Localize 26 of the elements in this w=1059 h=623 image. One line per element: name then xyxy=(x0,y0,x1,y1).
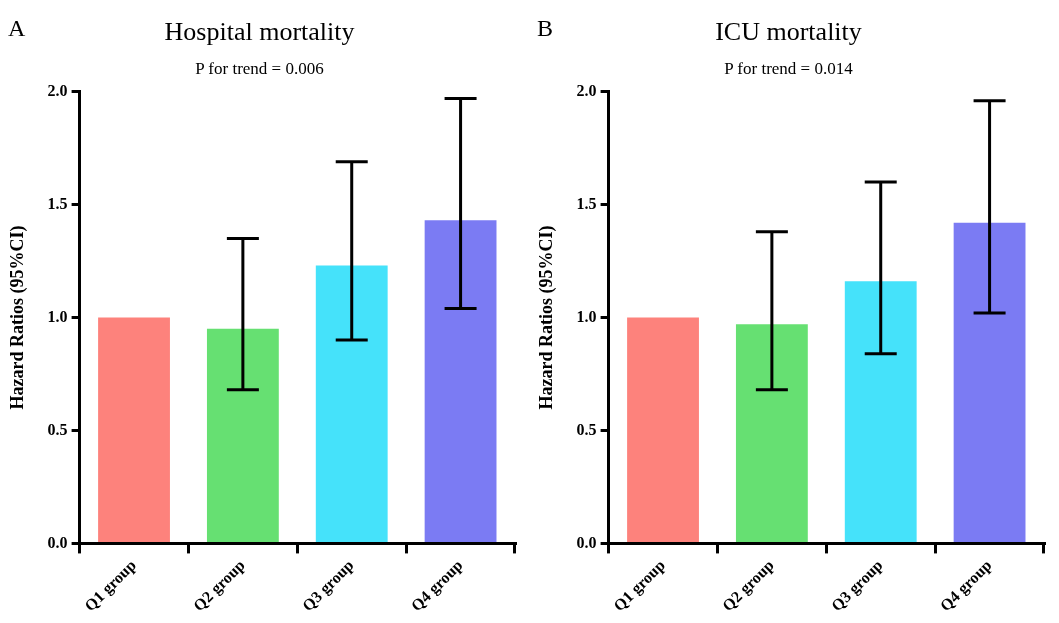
bar xyxy=(206,328,279,542)
y-tick-label: 0.0 xyxy=(47,533,68,551)
y-axis-title: Hazard Ratios (95%CI) xyxy=(7,225,29,410)
y-tick-label: 2.0 xyxy=(576,81,597,99)
text: A xyxy=(8,15,26,42)
bar xyxy=(424,220,497,542)
bar xyxy=(315,265,388,542)
bar xyxy=(844,281,917,542)
chart-subtitle: P for trend = 0.006 xyxy=(195,58,324,78)
y-tick-label: 0.5 xyxy=(576,420,597,438)
chart-subtitle: P for trend = 0.014 xyxy=(724,58,854,78)
y-tick-label: 2.0 xyxy=(47,81,68,99)
y-tick-label: 1.5 xyxy=(576,194,597,212)
text: B xyxy=(537,15,554,42)
chart-title: ICU mortality xyxy=(715,17,862,47)
y-tick-label: 1.5 xyxy=(47,194,68,212)
bar xyxy=(627,317,699,542)
y-tick-label: 0.5 xyxy=(47,420,68,438)
chart-title: Hospital mortality xyxy=(164,17,355,47)
y-tick-label: 1.0 xyxy=(47,307,68,325)
y-tick-label: 0.0 xyxy=(576,533,597,551)
y-axis-title: Hazard Ratios (95%CI) xyxy=(536,225,558,410)
bar xyxy=(98,317,170,542)
y-tick-label: 1.0 xyxy=(576,307,597,325)
bar xyxy=(735,324,808,542)
bar xyxy=(953,222,1026,542)
